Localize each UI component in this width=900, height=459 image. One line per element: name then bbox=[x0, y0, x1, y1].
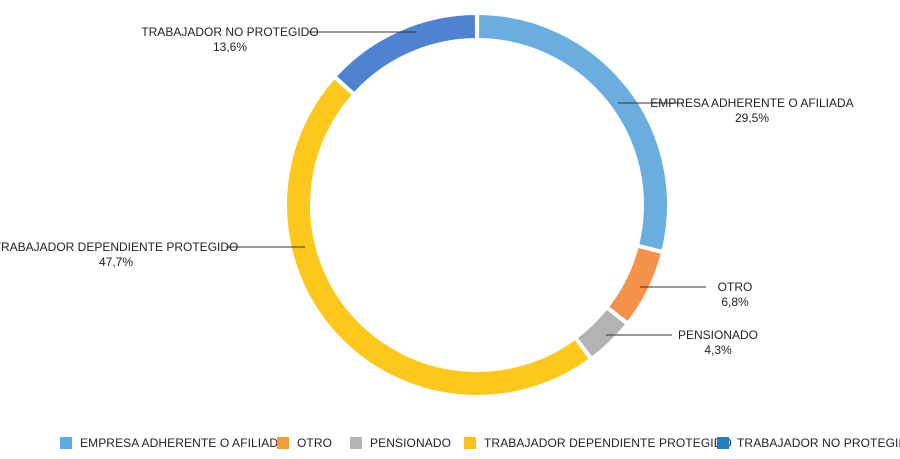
data-label-value-pensionado: 4,3% bbox=[704, 343, 732, 357]
legend-item-dependiente: TRABAJADOR DEPENDIENTE PROTEGIDO bbox=[464, 436, 732, 450]
slice-otro bbox=[606, 245, 664, 324]
data-label-value-otro: 6,8% bbox=[721, 295, 749, 309]
data-label-name-empresa: EMPRESA ADHERENTE O AFILIADA bbox=[650, 96, 853, 110]
legend-swatch-pensionado bbox=[350, 437, 362, 449]
legend-label-no-protegido: TRABAJADOR NO PROTEGIDO bbox=[737, 436, 900, 450]
legend: EMPRESA ADHERENTE O AFILIADA OTRO PENSIO… bbox=[0, 436, 900, 458]
legend-swatch-empresa bbox=[60, 437, 72, 449]
legend-label-dependiente: TRABAJADOR DEPENDIENTE PROTEGIDO bbox=[484, 436, 732, 450]
legend-item-pensionado: PENSIONADO bbox=[350, 436, 451, 450]
data-label-value-no-protegido: 13,6% bbox=[213, 40, 247, 54]
legend-swatch-no-protegido bbox=[717, 437, 729, 449]
legend-swatch-otro bbox=[277, 437, 289, 449]
data-label-name-no-protegido: TRABAJADOR NO PROTEGIDO bbox=[141, 25, 318, 39]
data-label-value-empresa: 29,5% bbox=[735, 111, 769, 125]
data-label-value-dependiente: 47,7% bbox=[99, 255, 133, 269]
data-label-name-dependiente: TRABAJADOR DEPENDIENTE PROTEGIDO bbox=[0, 240, 238, 254]
legend-swatch-dependiente bbox=[464, 437, 476, 449]
slice-dependiente bbox=[285, 76, 592, 397]
slice-empresa bbox=[476, 12, 669, 253]
data-label-name-pensionado: PENSIONADO bbox=[678, 328, 758, 342]
legend-label-otro: OTRO bbox=[297, 436, 333, 450]
legend-item-no-protegido: TRABAJADOR NO PROTEGIDO bbox=[717, 436, 900, 450]
legend-label-pensionado: PENSIONADO bbox=[370, 436, 452, 450]
data-label-name-otro: OTRO bbox=[718, 280, 753, 294]
legend-label-empresa: EMPRESA ADHERENTE O AFILIADA bbox=[80, 436, 287, 450]
legend-item-empresa: EMPRESA ADHERENTE O AFILIADA bbox=[60, 436, 286, 450]
legend-item-otro: OTRO bbox=[277, 436, 332, 450]
slice-no-protegido bbox=[334, 12, 478, 95]
